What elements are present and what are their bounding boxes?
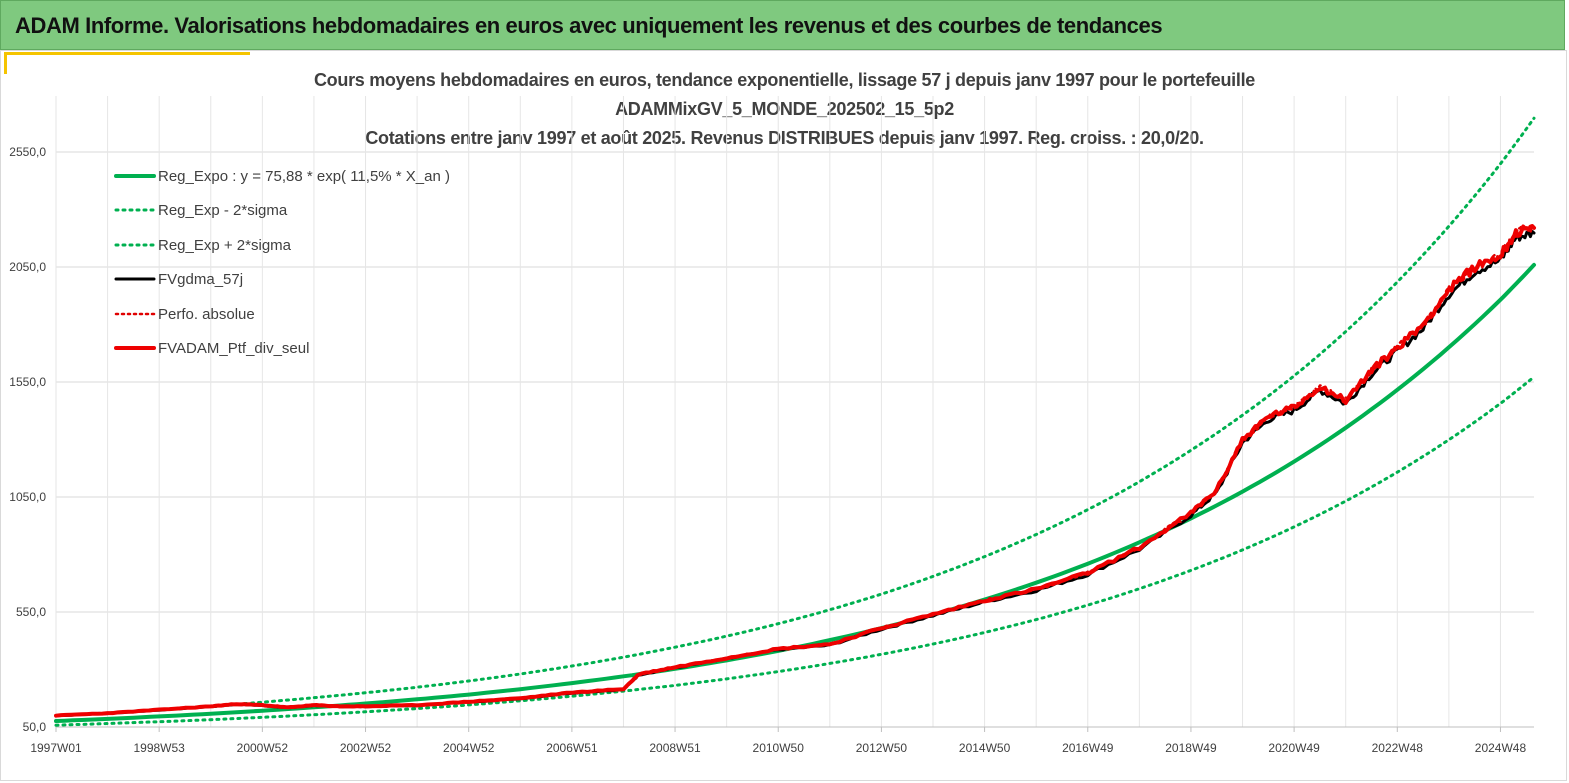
- accent-bar: [4, 52, 250, 55]
- gridlines: [55, 96, 1534, 728]
- x-axis-ticks: 1997W01 1998W53 2000W52 2002W52 2004W52 2006W…: [30, 727, 1526, 755]
- reg-expo-line: [54, 262, 1536, 723]
- x-tick-label: 2006W51: [546, 741, 598, 755]
- legend-label: Perfo. absolue: [158, 306, 255, 323]
- chart-title-line-2: ADAMMixGV_5_MONDE_202502_15_5p2: [615, 99, 954, 119]
- chart-title-line-1: Cours moyens hebdomadaires en euros, ten…: [313, 70, 1255, 90]
- x-tick-label: 2020W49: [1268, 741, 1320, 755]
- x-tick-label: 1997W01: [30, 741, 82, 755]
- x-tick-label: 2012W50: [856, 741, 908, 755]
- banner-title: ADAM Informe. Valorisations hebdomadaire…: [15, 13, 1163, 38]
- y-tick-label: 50,0: [23, 720, 47, 734]
- y-tick-label: 2550,0: [9, 145, 46, 159]
- y-axis-ticks: 50,0 550,0 1050,0 1550,0 2050,0 2550,0: [9, 145, 46, 734]
- x-tick-label: 2018W49: [1165, 741, 1217, 755]
- x-tick-label: 2000W52: [237, 741, 289, 755]
- x-tick-label: 2010W50: [753, 741, 805, 755]
- accent-bar-left: [4, 52, 7, 74]
- legend-label: Reg_Expo : y = 75,88 * exp( 11,5% * X_an…: [158, 168, 450, 185]
- perfo-absolue-line: [54, 224, 1536, 717]
- y-tick-label: 2050,0: [9, 260, 46, 274]
- legend: Reg_Expo : y = 75,88 * exp( 11,5% * X_an…: [114, 168, 450, 357]
- x-tick-label: 1998W53: [133, 741, 185, 755]
- legend-label: Reg_Exp + 2*sigma: [158, 237, 292, 254]
- reg-exp-minus-2sigma-line: [54, 375, 1536, 727]
- y-tick-label: 550,0: [16, 605, 46, 619]
- fvgdma-57j-line: [54, 229, 1536, 718]
- y-tick-label: 1550,0: [9, 375, 46, 389]
- x-tick-label: 2016W49: [1062, 741, 1114, 755]
- chart-frame: [0, 50, 1567, 781]
- legend-label: Reg_Exp - 2*sigma: [158, 202, 288, 219]
- fvadam-ptf-div-seul-line: [54, 224, 1536, 718]
- reg-exp-plus-2sigma-line: [54, 116, 1536, 718]
- legend-label: FVADAM_Ptf_div_seul: [158, 340, 309, 357]
- legend-label: FVgdma_57j: [158, 271, 243, 288]
- header-banner: ADAM Informe. Valorisations hebdomadaire…: [0, 0, 1565, 50]
- series-lines: [54, 116, 1536, 727]
- y-tick-label: 1050,0: [9, 490, 46, 504]
- x-tick-label: 2014W50: [959, 741, 1011, 755]
- x-tick-label: 2024W48: [1475, 741, 1527, 755]
- chart-title-line-3: Cotations entre janv 1997 et août 2025. …: [365, 128, 1204, 148]
- x-tick-label: 2022W48: [1372, 741, 1424, 755]
- x-tick-label: 2008W51: [649, 741, 701, 755]
- x-tick-label: 2004W52: [443, 741, 495, 755]
- x-tick-label: 2002W52: [340, 741, 392, 755]
